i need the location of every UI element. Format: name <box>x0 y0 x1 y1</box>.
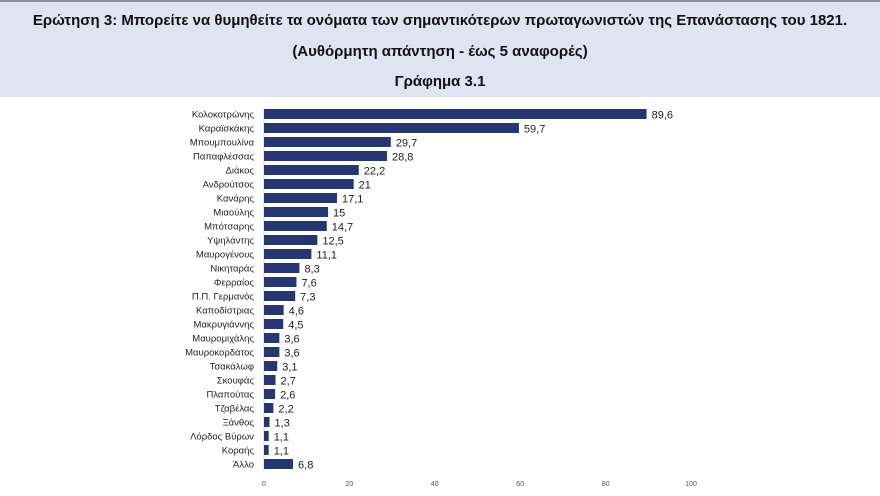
category-label: Καραϊσκάκης <box>199 124 255 135</box>
category-label: Σκουφάς <box>217 376 255 387</box>
x-tick-label: 80 <box>602 481 610 488</box>
category-label: Άλλο <box>233 460 254 471</box>
bar <box>264 375 276 385</box>
value-label: 3,6 <box>284 348 299 360</box>
bar <box>264 235 318 245</box>
category-label: Κοραής <box>222 446 255 457</box>
category-label: Τζαβέλας <box>215 404 255 415</box>
category-label: Ξάνθος <box>222 418 254 429</box>
category-label: Τσακάλωφ <box>210 362 254 373</box>
value-label: 1,1 <box>274 432 289 444</box>
bar <box>264 277 297 287</box>
bar <box>264 291 296 301</box>
bar <box>264 193 338 203</box>
bar <box>264 109 647 119</box>
value-label: 7,3 <box>300 292 315 304</box>
value-label: 11,1 <box>316 250 337 262</box>
question-title: Ερώτηση 3: Μπορείτε να θυμηθείτε τα ονόμ… <box>32 12 848 29</box>
bar <box>264 389 276 399</box>
category-label: Μαυροκορδάτος <box>185 348 254 359</box>
bar <box>264 459 294 469</box>
bar <box>264 361 278 371</box>
value-label: 17,1 <box>342 194 363 206</box>
x-tick-label: 0 <box>262 481 266 488</box>
value-label: 3,1 <box>282 362 297 374</box>
question-subtitle: (Αυθόρμητη απάντηση - έως 5 αναφορές) <box>292 43 588 60</box>
category-label: Νικηταράς <box>210 264 254 275</box>
bar <box>264 137 391 147</box>
category-label: Κολοκοτρώνης <box>192 110 255 121</box>
category-label: Καποδίστριας <box>196 306 254 317</box>
category-label: Υψηλάντης <box>207 236 254 247</box>
header-band: Ερώτηση 3: Μπορείτε να θυμηθείτε τα ονόμ… <box>0 0 880 97</box>
x-tick-label: 20 <box>346 481 354 488</box>
value-label: 59,7 <box>524 124 545 136</box>
chart-label: Γράφημα 3.1 <box>394 73 486 90</box>
value-label: 15 <box>333 208 345 220</box>
category-label: Μιαούλης <box>213 208 254 219</box>
value-label: 7,6 <box>301 278 316 290</box>
x-tick-label: 40 <box>431 481 439 488</box>
bar <box>264 263 300 273</box>
bar <box>264 305 284 315</box>
category-label: Παπαφλέσσας <box>193 152 254 163</box>
category-label: Κανάρης <box>217 194 255 205</box>
value-label: 4,6 <box>289 306 304 318</box>
category-label: Μαυρομιχάλης <box>192 334 254 345</box>
bar <box>264 165 359 175</box>
bar <box>264 347 280 357</box>
value-label: 28,8 <box>392 152 413 164</box>
bar <box>264 445 269 455</box>
value-label: 2,7 <box>281 376 296 388</box>
value-label: 22,2 <box>364 166 385 178</box>
category-label: Πλαπούτας <box>206 390 254 401</box>
bar <box>264 151 387 161</box>
bar <box>264 221 327 231</box>
category-label: Μπότσαρης <box>204 222 254 233</box>
bar <box>264 123 519 133</box>
bar <box>264 403 274 413</box>
category-label: Διάκος <box>226 166 255 177</box>
bar <box>264 249 312 259</box>
category-label: Μακρυγιάννης <box>194 320 255 331</box>
value-label: 2,2 <box>278 404 293 416</box>
category-label: Λόρδος Βύρων <box>190 432 254 443</box>
category-label: Μαυρογένους <box>196 250 255 261</box>
value-label: 29,7 <box>396 138 417 150</box>
value-label: 21 <box>359 180 371 192</box>
value-label: 89,6 <box>652 110 673 122</box>
bar <box>264 319 284 329</box>
value-label: 3,6 <box>284 334 299 346</box>
value-label: 8,3 <box>304 264 319 276</box>
value-label: 2,6 <box>280 390 295 402</box>
value-label: 4,5 <box>288 320 303 332</box>
category-label: Φερραίος <box>214 278 255 289</box>
value-label: 1,1 <box>274 446 289 458</box>
bar <box>264 417 270 427</box>
bar <box>264 333 280 343</box>
bar <box>264 179 354 189</box>
value-label: 12,5 <box>322 236 343 248</box>
bar <box>264 431 269 441</box>
value-label: 14,7 <box>332 222 353 234</box>
bar-chart: Κολοκοτρώνης 89,6 Καραϊσκάκης 59,7 Μπουμπουλ… <box>185 107 697 488</box>
category-label: Ανδρούτσος <box>203 180 255 191</box>
category-label: Π.Π. Γερμανός <box>192 292 255 303</box>
value-label: 1,3 <box>275 418 290 430</box>
x-tick-label: 60 <box>516 481 524 488</box>
bar <box>264 207 329 217</box>
category-label: Μπουμπουλίνα <box>190 138 255 149</box>
value-label: 6,8 <box>298 460 313 472</box>
x-tick-label: 100 <box>685 481 697 488</box>
